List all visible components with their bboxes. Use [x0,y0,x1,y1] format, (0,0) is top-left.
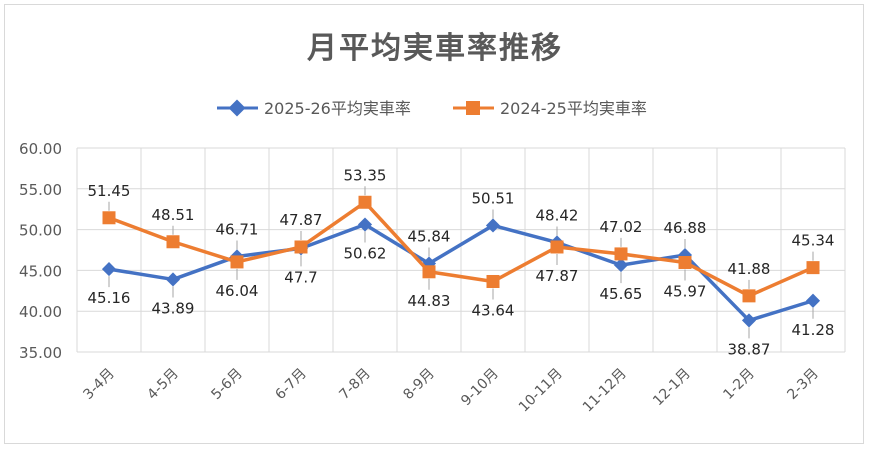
data-point [486,274,500,288]
legend-label-2024-25: 2024-25平均実車率 [500,99,647,118]
y-axis: 60.00 55.00 50.00 45.00 40.00 35.00 [19,140,62,362]
data-label: 41.88 [728,260,771,278]
data-point [358,195,372,209]
x-tick-label: 8-9月 [400,366,437,403]
y-tick-label: 55.00 [19,181,62,199]
data-point [422,265,436,279]
data-point [742,289,756,303]
chart-title: 月平均実車率推移 [307,31,563,66]
data-label: 45.34 [792,232,835,250]
x-tick-label: 12-1月 [650,366,694,410]
legend-item-2024-25: 2024-25平均実車率 [453,99,647,118]
data-label: 44.83 [408,292,451,310]
series-line [108,200,814,298]
legend: 2025-26平均実車率 2024-25平均実車率 [217,99,647,118]
data-label: 50.62 [344,245,387,263]
data-point [101,262,117,277]
x-tick-label: 6-7月 [272,366,309,403]
chart-frame [4,4,864,444]
y-tick-label: 40.00 [19,303,62,321]
data-point [614,247,628,261]
legend-label-2025-26: 2025-26平均実車率 [264,99,411,118]
x-tick-label: 3-4月 [80,366,117,403]
data-label: 47.7 [284,268,317,286]
data-label: 41.28 [792,321,835,339]
x-tick-label: 4-5月 [144,366,181,403]
data-point [294,240,308,254]
data-label: 38.87 [728,340,771,358]
data-point [806,261,820,275]
data-label: 47.87 [280,211,323,229]
data-point [613,258,629,273]
data-point [357,217,373,232]
data-label: 53.35 [344,166,387,184]
data-point [550,240,564,254]
y-tick-label: 35.00 [19,344,62,362]
data-point [485,218,501,233]
data-label: 46.88 [664,219,707,237]
data-label: 45.16 [88,289,131,307]
x-tick-label: 9-10月 [458,366,502,410]
data-point [166,235,180,249]
y-tick-label: 50.00 [19,222,62,240]
data-label: 46.04 [216,282,259,300]
data-point [102,211,116,225]
y-tick-label: 45.00 [19,262,62,280]
data-label: 48.51 [152,206,195,224]
x-tick-label: 10-11月 [516,366,566,416]
data-label: 45.65 [600,285,643,303]
data-point [678,255,692,269]
data-labels-layer: 45.16 43.89 46.71 47.7 50.62 45.84 50.51 48.42 4… [88,166,835,358]
data-label: 43.64 [472,301,515,319]
data-label: 50.51 [472,189,515,207]
x-tick-label: 5-6月 [208,366,245,403]
legend-item-2025-26: 2025-26平均実車率 [217,99,411,118]
data-point [805,293,821,308]
data-label: 45.97 [664,282,707,300]
series-1 [102,195,820,303]
x-tick-label: 11-12月 [580,366,630,416]
x-tick-label: 2-3月 [784,366,821,403]
data-label: 51.45 [88,182,131,200]
data-label: 43.89 [152,299,195,317]
x-tick-label: 1-2月 [720,366,757,403]
x-tick-label: 7-8月 [336,366,373,403]
x-axis: 3-4月 4-5月 5-6月 6-7月 7-8月 8-9月 9-10月 10-11月 11-12… [80,366,821,416]
data-label: 47.87 [536,267,579,285]
data-label: 47.02 [600,218,643,236]
y-tick-label: 60.00 [19,140,62,158]
data-label: 48.42 [536,206,579,224]
gridlines [76,147,846,353]
data-point [165,272,181,287]
data-label: 45.84 [408,228,451,246]
data-point [230,255,244,269]
series-layer [101,195,821,328]
data-label: 46.71 [216,220,259,238]
data-point [741,313,757,328]
